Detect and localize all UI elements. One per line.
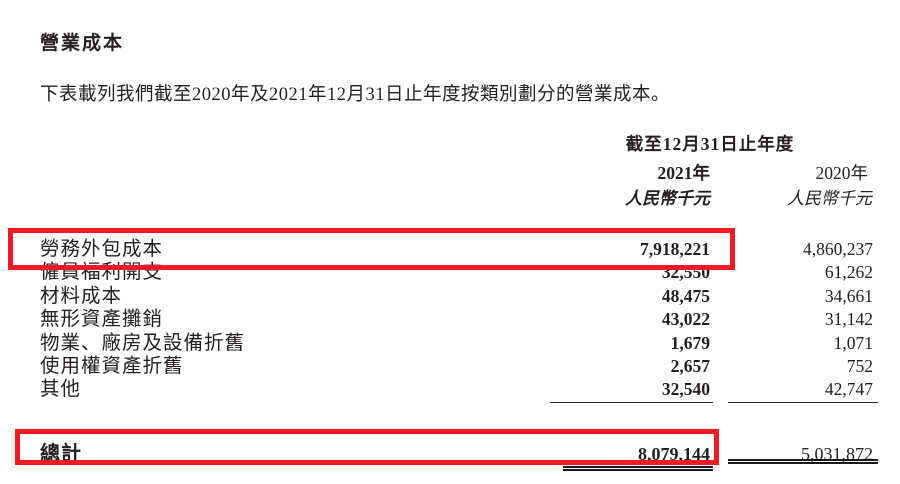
highlight-box-outsourcing-cost [8,228,735,270]
value-2021: 32,540 [661,379,710,400]
row-label: 其他 [40,379,82,401]
highlight-box-total [15,429,719,465]
row-label: 使用權資產折舊 [40,355,184,377]
total-value-2021: 8,079,144 [638,444,710,464]
table-row: 其他 32,540 42,747 [40,372,873,400]
value-2021: 43,022 [661,309,710,330]
row-label: 無形資產攤銷 [40,309,164,331]
value-2021: 48,475 [661,285,710,306]
column-header-2020: 2020年 [815,163,869,183]
table-row: 材料成本 48,475 34,661 [40,279,873,307]
section-title: 營業成本 [40,33,125,54]
value-2021: 7,918,221 [640,239,710,259]
total-label: 總計 [40,443,82,465]
table-row: 使用權資產折舊 2,657 752 [40,349,873,377]
row-label: 材料成本 [40,285,123,307]
value-2020: 1,071 [833,332,873,353]
value-2020: 42,747 [824,379,873,400]
table-row: 勞務外包成本 7,918,221 4,860,237 [40,232,873,260]
total-double-rule-2021 [563,466,713,471]
table-period-header: 截至12月31日止年度 [625,134,795,154]
value-2020: 4,860,237 [803,239,873,259]
value-2020: 752 [846,355,873,376]
table-row: 物業、廠房及設備折舊 1,679 1,071 [40,326,873,354]
subtotal-rule-2021 [550,402,713,403]
column-header-2021: 2021年 [657,163,711,183]
intro-paragraph: 下表載列我們截至2020年及2021年12月31日止年度按類別劃分的營業成本。 [40,85,671,105]
column-unit-2021: 人民幣千元 [625,189,710,208]
value-2021: 1,679 [670,332,710,353]
value-2020: 61,262 [824,262,873,283]
value-2020: 34,661 [824,285,873,306]
total-double-rule-2020 [728,459,878,464]
value-2021: 2,657 [670,355,710,376]
column-unit-2020: 人民幣千元 [787,189,872,208]
subtotal-rule-2020 [728,402,878,403]
value-2020: 31,142 [824,309,873,330]
cost-table-body: 勞務外包成本 7,918,221 4,860,237 僱員福利開支 32,550… [40,232,873,400]
table-row: 無形資產攤銷 43,022 31,142 [40,302,873,330]
row-label: 勞務外包成本 [40,239,164,260]
row-label: 物業、廠房及設備折舊 [40,332,246,354]
